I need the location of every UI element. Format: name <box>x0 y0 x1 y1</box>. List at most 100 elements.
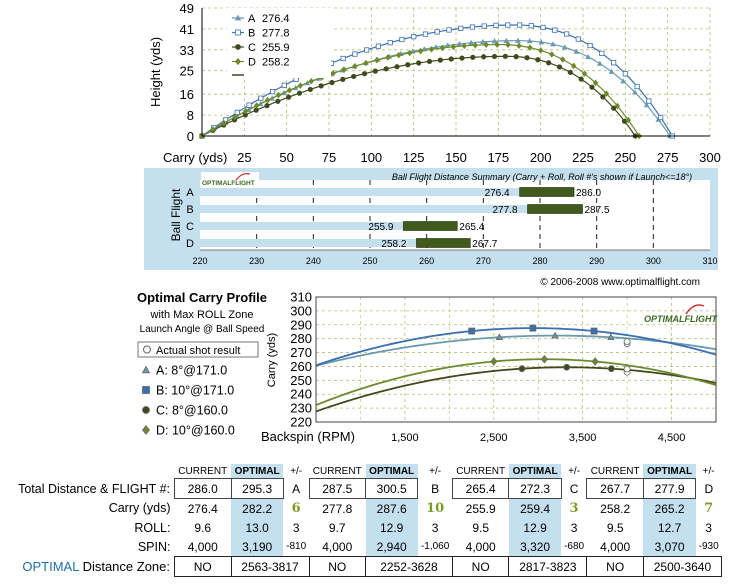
trajectory-point-b <box>411 34 417 40</box>
trajectory-point-c <box>416 60 422 66</box>
cell-carry-c-optimal: 259.4 <box>508 498 562 518</box>
trajectory-point-d <box>286 86 293 94</box>
trajectory-x-tick: 100 <box>360 150 382 165</box>
profile-legend-label-d: D: 10°@160.0 <box>156 424 235 438</box>
cell-total-a-flight: A <box>292 481 301 496</box>
trajectory-y-tick: 33 <box>180 43 194 58</box>
table-header-row: CURRENT OPTIMAL +/- CURRENT OPTIMAL +/- … <box>0 464 722 479</box>
summary-x-tick: 280 <box>532 256 547 266</box>
profile-y-tick: 290 <box>290 317 312 332</box>
trajectory-point-b <box>622 71 628 77</box>
trajectory-point-a <box>538 39 545 45</box>
trajectory-point-c <box>611 105 617 111</box>
trajectory-point-b <box>552 27 558 33</box>
total-label-a: 286.0 <box>576 188 601 199</box>
profile-zone-marker-c <box>563 363 571 371</box>
cell-roll-b-current: 9.7 <box>328 520 346 535</box>
header-optimal-b: OPTIMAL <box>365 464 418 479</box>
cell-zone-a-status: NO <box>174 556 232 577</box>
cell-roll-c-current: 9.5 <box>472 520 489 535</box>
trajectory-point-b <box>611 60 617 66</box>
carry-bar-d <box>200 239 417 247</box>
trajectory-point-b <box>234 109 240 116</box>
trajectory-point-c <box>600 94 606 100</box>
summary-x-tick: 300 <box>646 256 661 266</box>
trajectory-point-d <box>406 49 413 57</box>
actual-result-label: Actual shot result <box>156 345 240 357</box>
header-delta-a: +/- <box>290 465 303 477</box>
trajectory-point-d <box>352 62 358 70</box>
trajectory-point-d <box>603 90 610 97</box>
profile-legend-label-c: C: 8°@160.0 <box>156 404 228 418</box>
trajectory-y-tick: 41 <box>180 22 194 37</box>
cell-total-c-optimal: 272.3 <box>508 478 562 499</box>
table-row-roll: ROLL: 9.6 13.0 3 9.7 12.9 3 9.5 12.9 3 9… <box>0 518 722 537</box>
trajectory-point-d <box>483 41 489 49</box>
trajectory-point-a <box>550 41 556 47</box>
header-current-d: CURRENT <box>590 465 640 477</box>
summary-x-tick: 310 <box>702 256 717 266</box>
header-delta-b: +/- <box>429 465 442 477</box>
trajectory-y-tick: 49 <box>180 1 194 16</box>
cell-roll-a-optimal: 13.0 <box>231 518 284 537</box>
cell-roll-a-delta: 3 <box>292 520 300 535</box>
trajectory-x-label: Carry (yds) <box>163 150 227 165</box>
cell-roll-d-current: 9.5 <box>606 520 624 535</box>
trajectory-point-d <box>592 79 599 87</box>
trajectory-point-b <box>563 31 570 37</box>
profile-y-tick: 310 <box>290 290 312 305</box>
legend-marker-c <box>235 44 241 50</box>
cell-zone-c-status: NO <box>451 556 510 577</box>
cell-total-d-flight: D <box>704 481 714 496</box>
trajectory-point-a <box>561 44 568 50</box>
legend-name-d: D <box>248 57 256 69</box>
trajectory-point-d <box>221 119 227 127</box>
trajectory-x-tick: 175 <box>487 150 509 165</box>
summary-category-d: D <box>186 238 194 250</box>
profile-x-label: Backspin (RPM) <box>261 429 355 444</box>
cell-spin-a-current: 4,000 <box>187 539 218 554</box>
profile-zone-marker-d <box>540 354 548 364</box>
trajectory-point-c <box>567 69 573 75</box>
trajectory-point-d <box>363 59 369 67</box>
trajectory-point-d <box>297 82 304 89</box>
summary-x-tick: 240 <box>306 256 321 266</box>
trajectory-point-b <box>422 31 429 37</box>
trajectory-point-a <box>643 102 650 108</box>
profile-legend-marker-c <box>142 406 150 414</box>
trajectory-point-a <box>503 37 510 43</box>
trajectory-y-tick: 16 <box>180 87 194 102</box>
profile-zone-marker-b <box>590 327 598 335</box>
cell-carry-d-optimal: 265.2 <box>643 498 696 518</box>
cell-total-b-optimal: 300.5 <box>364 478 419 499</box>
trajectory-point-b <box>246 102 252 108</box>
cell-total-c-current: 265.4 <box>451 478 510 499</box>
cell-zone-b-status: NO <box>308 556 366 577</box>
table-row-carry: Carry (yds) 276.4 282.2 6 277.8 287.6 10… <box>0 498 722 518</box>
trajectory-point-d <box>264 96 271 104</box>
profile-zone-marker-b <box>529 324 537 332</box>
profile-y-tick: 280 <box>290 331 312 346</box>
trajectory-point-d <box>374 56 380 64</box>
summary-x-tick: 270 <box>476 256 491 266</box>
trajectory-point-c <box>535 57 541 63</box>
trajectory-point-b <box>505 22 511 28</box>
cell-zone-d-range: 2500-3640 <box>642 556 723 577</box>
summary-x-tick: 250 <box>362 256 377 266</box>
profile-curve-c <box>316 366 716 413</box>
trajectory-point-a <box>573 48 580 54</box>
carry-bar-a <box>200 188 520 196</box>
cell-total-b-flight: B <box>431 481 440 496</box>
cell-carry-a-current: 276.4 <box>187 501 218 516</box>
trajectory-point-d <box>559 56 566 63</box>
trajectory-point-c <box>589 84 595 90</box>
profile-curve-a <box>316 334 716 367</box>
profile-legend-marker-b <box>142 386 150 394</box>
legend-marker-b <box>235 29 241 36</box>
trajectory-chart: 0 8 16 25 33 41 49 25 50 75 100 125 150 175 200 225 250… <box>148 1 721 165</box>
legend-marker-a <box>234 14 242 21</box>
cell-zone-c-range: 2817-3823 <box>508 556 588 577</box>
trajectory-point-b <box>364 47 370 53</box>
cell-total-b-current: 287.5 <box>308 478 366 499</box>
header-delta-d: +/- <box>702 465 715 477</box>
